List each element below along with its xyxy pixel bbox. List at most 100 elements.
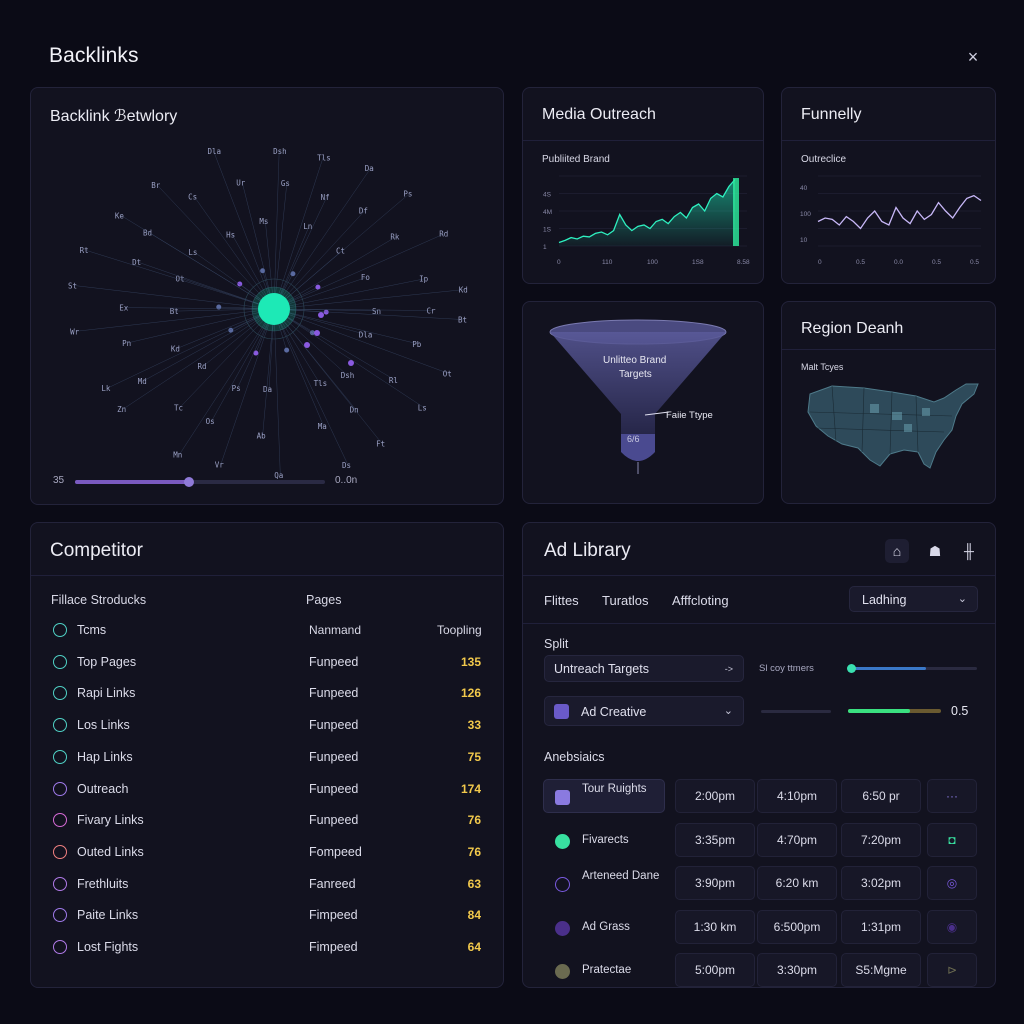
row-action-button[interactable]: ⊳ <box>927 953 977 987</box>
network-node-label[interactable]: Pn <box>122 339 131 348</box>
sort-dropdown[interactable]: Ladhing ⌄ <box>849 586 978 612</box>
network-node-label[interactable]: Cr <box>426 307 436 316</box>
network-node-label[interactable]: Md <box>138 377 147 386</box>
network-node[interactable] <box>284 347 290 353</box>
network-node-label[interactable]: Ot <box>176 274 185 283</box>
network-node[interactable] <box>315 284 321 290</box>
network-node-label[interactable]: Dsh <box>273 147 287 156</box>
network-node-label[interactable]: Ds <box>342 461 351 470</box>
table-row[interactable]: Top Pages Funpeed 135 <box>31 649 503 677</box>
network-node-label[interactable]: Qa <box>274 471 283 480</box>
center-node[interactable] <box>258 293 290 325</box>
timer-slider[interactable] <box>847 664 977 673</box>
ad-name-cell[interactable]: Fivarects <box>543 823 665 857</box>
network-node-label[interactable]: Zn <box>117 405 126 414</box>
network-node-label[interactable]: Br <box>151 181 161 190</box>
network-node-label[interactable]: Hs <box>226 230 235 239</box>
list-item[interactable]: Arteneed Dane 3:90pm 6:20 km 3:02pm ◎ <box>523 866 995 902</box>
network-node-label[interactable]: Kd <box>171 345 180 354</box>
network-node-label[interactable]: Ip <box>419 275 429 284</box>
network-node-label[interactable]: Mn <box>173 451 182 460</box>
network-node-label[interactable]: Ln <box>303 222 312 231</box>
network-node-label[interactable]: Gs <box>281 179 290 188</box>
network-node-label[interactable]: Ur <box>236 179 246 188</box>
network-node-label[interactable]: Rk <box>390 233 400 242</box>
network-node-label[interactable]: Ft <box>376 440 385 449</box>
network-slider-handle[interactable] <box>183 477 194 487</box>
network-node-label[interactable]: Dn <box>350 405 359 414</box>
table-row[interactable]: Los Links Funpeed 33 <box>31 712 503 740</box>
network-node-label[interactable]: Vr <box>215 461 225 470</box>
network-node-label[interactable]: Ot <box>443 370 452 379</box>
network-node-label[interactable]: Ls <box>418 403 427 412</box>
network-node-label[interactable]: Nf <box>321 193 330 202</box>
shape-icon[interactable]: ☗ <box>928 543 942 559</box>
row-action-button[interactable]: ◘ <box>927 822 977 857</box>
network-node[interactable] <box>318 312 324 318</box>
network-node-label[interactable]: Rl <box>389 376 398 385</box>
network-node[interactable] <box>309 330 315 336</box>
tab-flittes[interactable]: Flittes <box>544 593 579 608</box>
ad-name-cell[interactable]: Arteneed Dane <box>543 866 665 900</box>
network-node-label[interactable]: Pb <box>412 340 422 349</box>
list-item[interactable]: Tour Ruights 2:00pm 4:10pm 6:50 pr ··· <box>523 779 995 815</box>
table-row[interactable]: Frethluits Fanreed 63 <box>31 871 503 899</box>
network-slider[interactable] <box>75 477 325 487</box>
list-item[interactable]: Pratectae 5:00pm 3:30pm S5:Mgme ⊳ <box>523 953 995 987</box>
network-node[interactable] <box>290 271 296 277</box>
row-action-button[interactable]: ··· <box>927 779 977 813</box>
tab-afffcloting[interactable]: Afffcloting <box>672 593 729 608</box>
list-item[interactable]: Fivarects 3:35pm 4:70pm 7:20pm ◘ <box>523 822 995 859</box>
network-node-label[interactable]: Kd <box>459 285 468 294</box>
network-node-label[interactable]: Df <box>359 207 368 216</box>
ad-name-cell[interactable]: Ad Grass <box>543 910 665 944</box>
network-node-label[interactable]: Dsh <box>341 371 355 380</box>
network-node-label[interactable]: Tls <box>317 153 331 162</box>
network-node-label[interactable]: Ke <box>115 211 125 220</box>
network-node[interactable] <box>314 330 320 336</box>
network-node-label[interactable]: Rt <box>80 246 89 255</box>
network-node-label[interactable]: Da <box>365 164 374 173</box>
grid-icon[interactable]: ╫ <box>964 543 974 559</box>
network-node-label[interactable]: Cs <box>188 192 197 201</box>
close-icon[interactable]: × <box>967 47 979 67</box>
network-node-label[interactable]: Lk <box>101 384 111 393</box>
network-node-label[interactable]: Ps <box>232 384 241 393</box>
network-node-label[interactable]: Ma <box>318 422 327 431</box>
network-node-label[interactable]: Dla <box>208 147 222 156</box>
table-row[interactable]: Outreach Funpeed 174 <box>31 776 503 804</box>
network-node[interactable] <box>216 304 222 310</box>
network-node[interactable] <box>253 350 259 356</box>
network-node-label[interactable]: Ex <box>119 304 129 313</box>
network-node[interactable] <box>304 342 310 348</box>
network-node-label[interactable]: Ab <box>257 431 267 440</box>
table-row[interactable]: Hap Links Funpeed 75 <box>31 744 503 772</box>
ad-name-cell[interactable]: Tour Ruights <box>543 779 665 813</box>
network-node-label[interactable]: Os <box>206 417 215 426</box>
timer-slider-handle[interactable] <box>847 664 856 673</box>
us-map[interactable] <box>792 372 992 492</box>
ad-creative-select[interactable]: Ad Creative ⌄ <box>544 696 744 726</box>
table-row[interactable]: Tcms <box>31 617 503 645</box>
table-row[interactable]: Outed Links Fompeed 76 <box>31 839 503 867</box>
network-node-label[interactable]: Ps <box>403 190 412 199</box>
network-node-label[interactable]: Dla <box>359 330 373 339</box>
ad-name-cell[interactable]: Pratectae <box>543 953 665 987</box>
network-node-label[interactable]: Dt <box>132 258 141 267</box>
network-node-label[interactable]: Bd <box>143 228 152 237</box>
outreach-select[interactable]: Untreach Targets -> <box>544 655 744 682</box>
table-row[interactable]: Fivary Links Funpeed 76 <box>31 807 503 835</box>
network-graph[interactable]: Dla Dsh Tls Da Ps Rd Kd Bt Ot Ls Hs Ms Ln Ct Fo Sn Rl Dn M… <box>31 133 504 493</box>
network-node-label[interactable]: St <box>68 281 77 290</box>
network-node-label[interactable]: Ls <box>188 248 197 257</box>
network-node-label[interactable]: Tls <box>314 379 328 388</box>
list-item[interactable]: Ad Grass 1:30 km 6:500pm 1:31pm ◉ <box>523 909 995 946</box>
network-node-label[interactable]: Da <box>263 385 272 394</box>
network-node-label[interactable]: Sn <box>372 307 381 316</box>
table-row[interactable]: Lost Fights Fimpeed 64 <box>31 934 503 962</box>
network-node-label[interactable]: Tc <box>174 403 183 412</box>
network-node-label[interactable]: Bt <box>170 307 179 316</box>
network-node-label[interactable]: Fo <box>361 273 371 282</box>
network-node-label[interactable]: Ms <box>259 217 268 226</box>
home-icon[interactable]: ⌂ <box>885 539 909 563</box>
